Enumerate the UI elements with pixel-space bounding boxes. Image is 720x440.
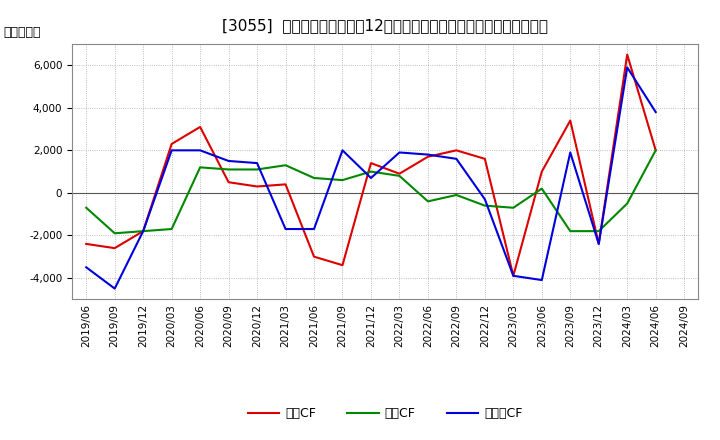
営業CF — [366, 161, 375, 166]
フリーCF — [366, 176, 375, 181]
投資CF — [537, 186, 546, 191]
投資CF — [566, 228, 575, 234]
営業CF — [225, 180, 233, 185]
フリーCF — [537, 278, 546, 283]
営業CF — [310, 254, 318, 259]
営業CF — [652, 148, 660, 153]
フリーCF — [82, 265, 91, 270]
Line: 投資CF: 投資CF — [86, 150, 656, 233]
フリーCF — [452, 156, 461, 161]
営業CF — [395, 171, 404, 176]
投資CF — [652, 148, 660, 153]
フリーCF — [480, 197, 489, 202]
フリーCF — [595, 241, 603, 246]
投資CF — [623, 201, 631, 206]
投資CF — [480, 203, 489, 208]
フリーCF — [282, 227, 290, 232]
投資CF — [509, 205, 518, 210]
投資CF — [82, 205, 91, 210]
投資CF — [366, 169, 375, 174]
投資CF — [452, 192, 461, 198]
フリーCF — [139, 228, 148, 234]
営業CF — [139, 228, 148, 234]
投資CF — [423, 199, 432, 204]
フリーCF — [310, 227, 318, 232]
営業CF — [338, 263, 347, 268]
営業CF — [167, 141, 176, 147]
投資CF — [595, 228, 603, 234]
投資CF — [225, 167, 233, 172]
営業CF — [423, 154, 432, 159]
営業CF — [282, 182, 290, 187]
営業CF — [196, 124, 204, 129]
フリーCF — [395, 150, 404, 155]
Line: フリーCF: フリーCF — [86, 67, 656, 289]
投資CF — [282, 163, 290, 168]
投資CF — [139, 228, 148, 234]
営業CF — [595, 241, 603, 246]
営業CF — [623, 52, 631, 57]
営業CF — [509, 273, 518, 279]
投資CF — [310, 176, 318, 181]
フリーCF — [110, 286, 119, 291]
営業CF — [566, 118, 575, 123]
フリーCF — [225, 158, 233, 164]
Legend: 営業CF, 投資CF, フリーCF: 営業CF, 投資CF, フリーCF — [243, 403, 528, 425]
投資CF — [196, 165, 204, 170]
Y-axis label: （百万円）: （百万円） — [3, 26, 40, 39]
フリーCF — [253, 161, 261, 166]
営業CF — [253, 184, 261, 189]
フリーCF — [566, 150, 575, 155]
フリーCF — [509, 273, 518, 279]
フリーCF — [338, 148, 347, 153]
営業CF — [480, 156, 489, 161]
投資CF — [338, 177, 347, 183]
フリーCF — [167, 148, 176, 153]
投資CF — [167, 227, 176, 232]
フリーCF — [652, 110, 660, 115]
Title: [3055]  キャッシュフローの12か月移動合計の対前年同期増減額の推移: [3055] キャッシュフローの12か月移動合計の対前年同期増減額の推移 — [222, 18, 548, 33]
Line: 営業CF: 営業CF — [86, 55, 656, 276]
フリーCF — [196, 148, 204, 153]
投資CF — [395, 173, 404, 179]
投資CF — [110, 231, 119, 236]
投資CF — [253, 167, 261, 172]
フリーCF — [623, 65, 631, 70]
営業CF — [110, 246, 119, 251]
営業CF — [537, 169, 546, 174]
営業CF — [452, 148, 461, 153]
フリーCF — [423, 152, 432, 157]
営業CF — [82, 241, 91, 246]
